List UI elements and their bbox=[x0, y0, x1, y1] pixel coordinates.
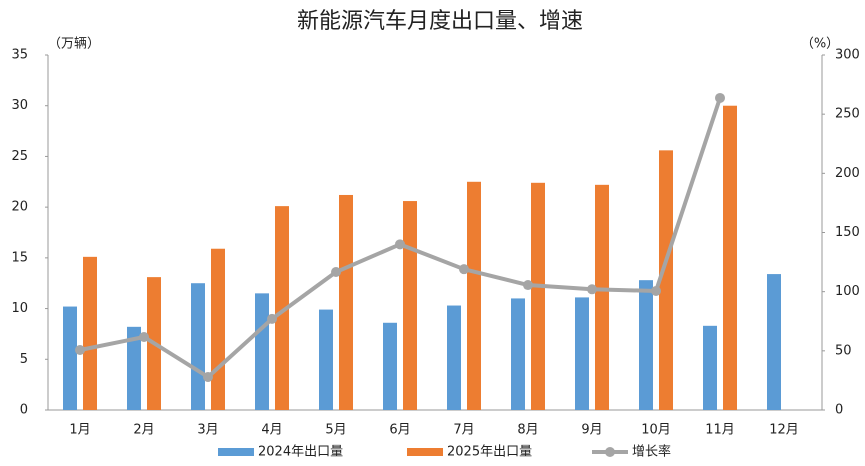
line-point bbox=[651, 285, 661, 296]
y-axis-label: （万辆） bbox=[48, 37, 100, 52]
y-tick-label: 25 bbox=[11, 149, 28, 164]
chart-title: 新能源汽车月度出口量、增速 bbox=[297, 9, 583, 34]
x-tick-label: 1月 bbox=[69, 423, 90, 438]
y-tick-label: 20 bbox=[11, 200, 28, 215]
bar bbox=[211, 248, 225, 410]
y-tick-label: 0 bbox=[20, 403, 28, 418]
bar bbox=[575, 297, 589, 410]
bar bbox=[447, 305, 461, 410]
y2-tick-label: 0 bbox=[835, 403, 843, 418]
bar bbox=[659, 150, 673, 411]
y-tick-label: 15 bbox=[11, 250, 28, 265]
legend-label: 2025年出口量 bbox=[447, 445, 532, 460]
legend-swatch bbox=[605, 447, 615, 457]
line-point bbox=[267, 313, 277, 324]
legend-label: 2024年出口量 bbox=[258, 445, 343, 460]
bar bbox=[467, 181, 481, 410]
x-tick-label: 11月 bbox=[705, 423, 735, 438]
y-tick-label: 10 bbox=[11, 301, 28, 316]
line-point bbox=[331, 267, 341, 278]
y-tick-label: 5 bbox=[20, 352, 28, 367]
y-tick-label: 30 bbox=[11, 98, 28, 113]
legend-label: 增长率 bbox=[632, 444, 671, 460]
bar bbox=[511, 298, 525, 410]
x-tick-label: 12月 bbox=[769, 423, 799, 438]
bar bbox=[275, 206, 289, 410]
y2-tick-label: 50 bbox=[835, 343, 852, 358]
line-point bbox=[459, 264, 469, 275]
x-tick-label: 8月 bbox=[517, 423, 538, 438]
line-point bbox=[523, 280, 533, 291]
bar bbox=[127, 326, 141, 410]
x-tick-label: 10月 bbox=[641, 423, 671, 438]
bar bbox=[767, 274, 781, 410]
y2-tick-label: 150 bbox=[835, 225, 860, 240]
line-point bbox=[587, 284, 597, 295]
line-point bbox=[715, 92, 725, 103]
y2-tick-label: 100 bbox=[835, 284, 860, 299]
line-point bbox=[139, 331, 149, 342]
bar bbox=[703, 325, 717, 410]
x-tick-label: 4月 bbox=[261, 423, 282, 438]
bar bbox=[595, 184, 609, 410]
bar bbox=[383, 322, 397, 410]
bar bbox=[531, 182, 545, 410]
bar bbox=[403, 201, 417, 410]
y2-tick-label: 300 bbox=[835, 48, 860, 63]
legend-swatch bbox=[407, 448, 443, 456]
bar bbox=[83, 256, 97, 410]
bar bbox=[319, 309, 333, 410]
bar bbox=[339, 194, 353, 410]
line-point bbox=[395, 239, 405, 250]
y2-tick-label: 250 bbox=[835, 107, 860, 122]
line-point bbox=[203, 371, 213, 382]
bar bbox=[255, 293, 269, 410]
line-point bbox=[75, 345, 85, 356]
bar bbox=[723, 105, 737, 410]
x-tick-label: 3月 bbox=[197, 423, 218, 438]
x-tick-label: 7月 bbox=[453, 423, 474, 438]
bar bbox=[191, 283, 205, 410]
y-tick-label: 35 bbox=[11, 48, 28, 63]
x-tick-label: 6月 bbox=[389, 423, 410, 438]
legend-swatch bbox=[218, 448, 254, 456]
x-tick-label: 2月 bbox=[133, 423, 154, 438]
x-tick-label: 5月 bbox=[325, 423, 346, 438]
y2-axis-label: （%） bbox=[801, 37, 839, 52]
bar bbox=[639, 280, 653, 410]
bar bbox=[63, 306, 77, 410]
line bbox=[79, 97, 722, 379]
x-tick-label: 9月 bbox=[581, 423, 602, 438]
y2-tick-label: 200 bbox=[835, 166, 860, 181]
